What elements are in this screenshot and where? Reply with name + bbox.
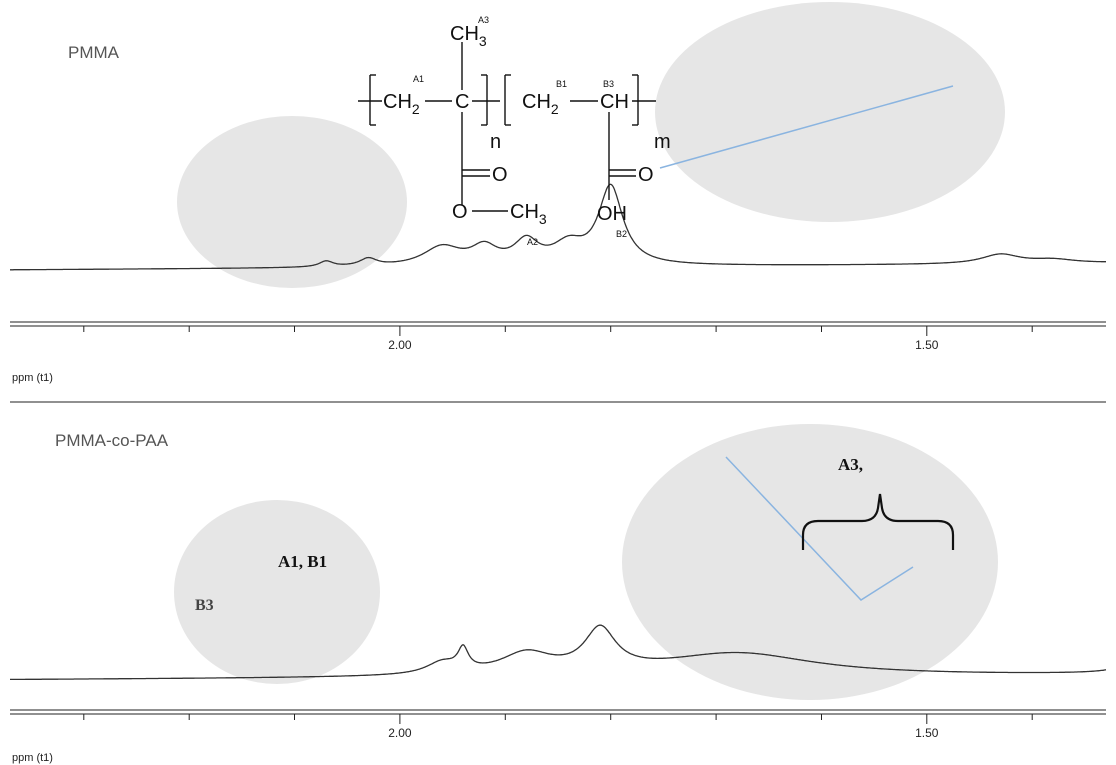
tick-label: 1.50 <box>915 338 939 352</box>
highlight-ellipse-bottom-right <box>622 424 998 700</box>
label-a2: A2 <box>527 237 538 247</box>
tick-label: 1.50 <box>915 726 939 740</box>
highlight-ellipse-bottom-left <box>174 500 380 684</box>
label-b2: B2 <box>616 229 627 239</box>
struct-c: C <box>455 91 469 113</box>
blue-connector-bottom <box>725 456 914 601</box>
struct-methyl: CH3 <box>510 201 547 227</box>
struct-ch2-b: CH2 <box>522 91 559 117</box>
struct-o-methyl: O <box>452 201 468 223</box>
panel-bottom: PMMA-co-PAA A3, A1, B1 B3 2.001.501.00 p… <box>10 424 1107 764</box>
label-b1: B1 <box>556 79 567 89</box>
spectrum-trace-pmma-co-paa <box>10 624 1107 681</box>
panel-top: PMMA <box>10 2 1106 384</box>
label-a3: A3 <box>478 15 489 25</box>
panel-title-pmma: PMMA <box>68 43 120 62</box>
label-b3: B3 <box>603 79 614 89</box>
ppm-label-bottom: ppm (t1) <box>12 752 53 764</box>
spectrum-trace-pmma <box>10 183 1106 271</box>
struct-m: m <box>654 131 671 153</box>
x-axis-bottom: 2.001.501.00 <box>10 709 1106 740</box>
tick-label: 2.00 <box>388 338 412 352</box>
chemical-structure <box>358 42 656 212</box>
annotation-a1-b1: A1, B1 <box>278 552 327 571</box>
struct-ch3: CH3 <box>450 23 487 49</box>
curly-brace <box>801 493 955 550</box>
annotation-b3: B3 <box>195 597 214 614</box>
ppm-label-top: ppm (t1) <box>12 372 53 384</box>
struct-o-b: O <box>638 164 654 186</box>
highlight-ellipse-right <box>655 2 1005 222</box>
panel-title-pmma-co-paa: PMMA-co-PAA <box>55 431 169 450</box>
struct-o-a: O <box>492 164 508 186</box>
struct-n: n <box>490 131 501 153</box>
blue-connector-top <box>659 85 954 169</box>
highlight-ellipse-left <box>177 116 407 288</box>
tick-label: 2.00 <box>388 726 412 740</box>
x-axis-top: 2.001.501.00 <box>10 321 1106 352</box>
struct-oh: OH <box>597 203 627 225</box>
struct-ch: CH <box>600 91 629 113</box>
annotation-a3: A3, <box>838 455 863 474</box>
struct-ch2-a: CH2 <box>383 91 420 117</box>
label-a1: A1 <box>413 74 424 84</box>
